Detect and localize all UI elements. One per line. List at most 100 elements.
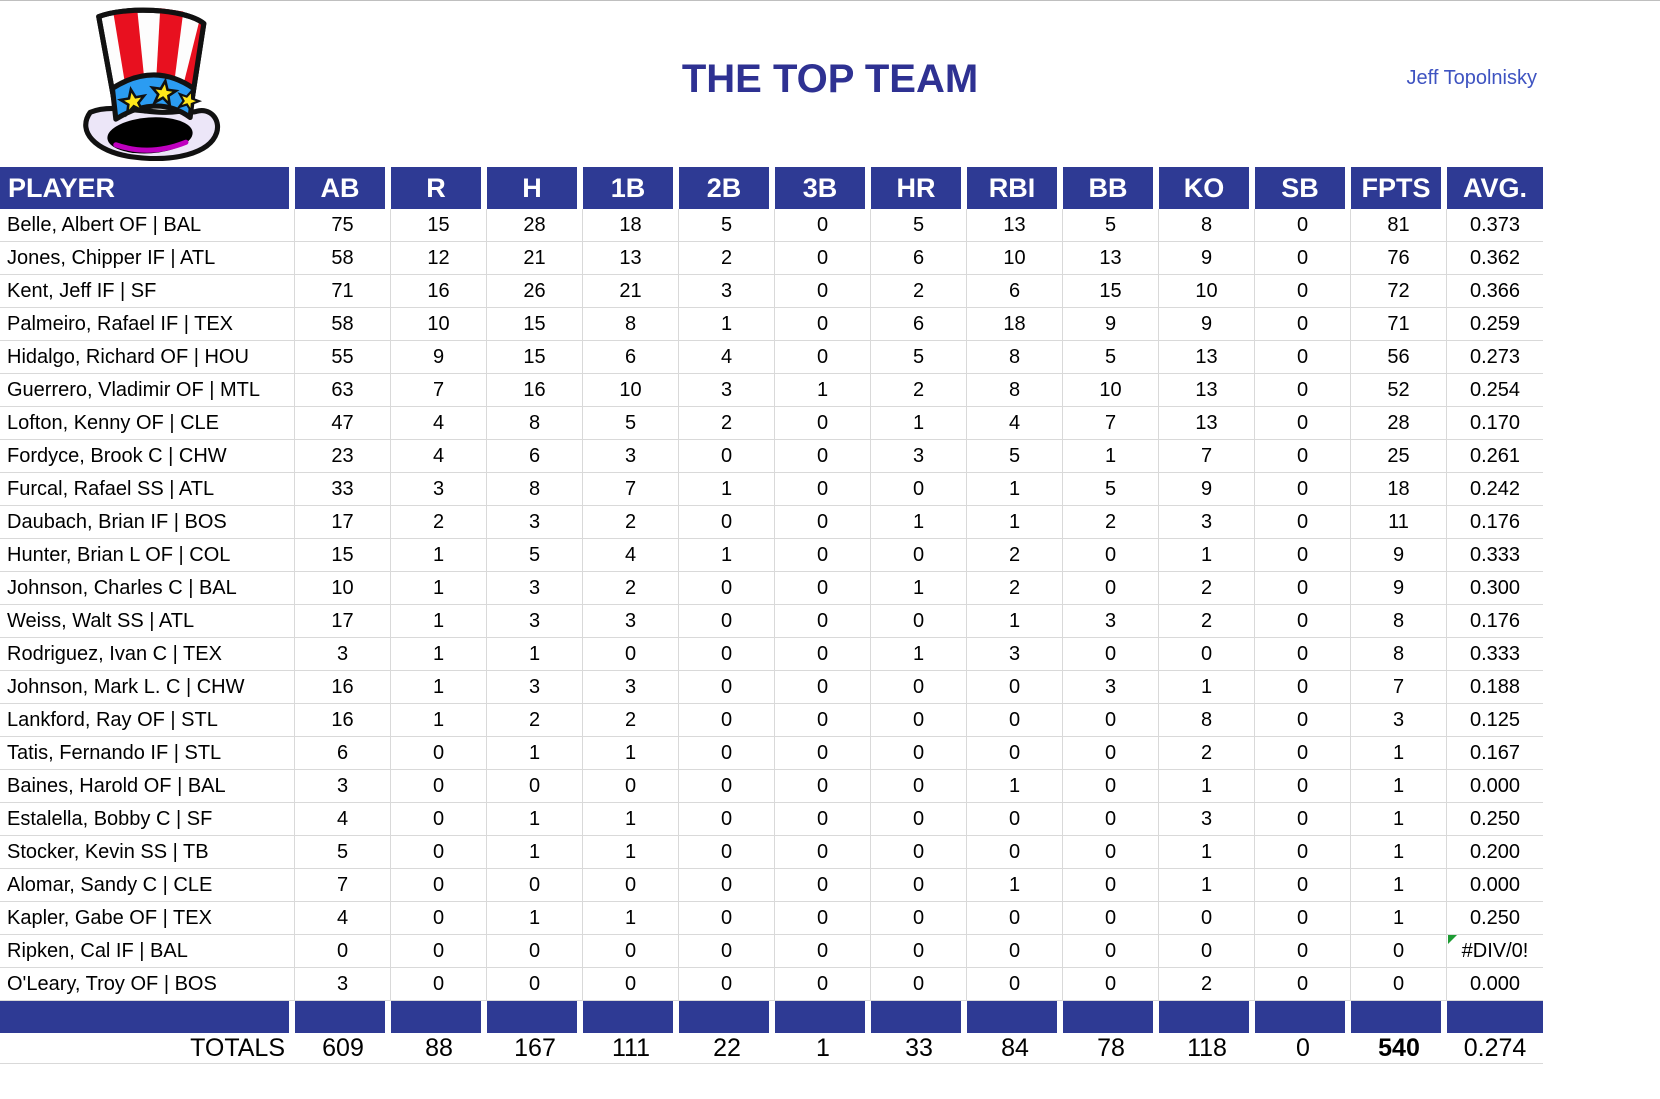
player-name-cell[interactable]: Lofton, Kenny OF | CLE <box>0 407 295 440</box>
stat-cell[interactable]: 0 <box>1255 242 1351 275</box>
column-header-fpts[interactable]: FPTS <box>1351 167 1447 209</box>
stat-cell[interactable]: #DIV/0! <box>1447 935 1543 968</box>
column-header-3b[interactable]: 3B <box>775 167 871 209</box>
stat-cell[interactable]: 8 <box>1351 638 1447 671</box>
stat-cell[interactable]: 13 <box>1159 407 1255 440</box>
stat-cell[interactable]: 0 <box>967 704 1063 737</box>
stat-cell[interactable]: 0 <box>1255 605 1351 638</box>
total-cell[interactable]: 111 <box>583 1033 679 1064</box>
stat-cell[interactable]: 0 <box>1255 539 1351 572</box>
stat-cell[interactable]: 5 <box>295 836 391 869</box>
stat-cell[interactable]: 0 <box>487 968 583 1001</box>
stat-cell[interactable]: 15 <box>295 539 391 572</box>
stat-cell[interactable]: 0.273 <box>1447 341 1543 374</box>
stat-cell[interactable]: 3 <box>1063 671 1159 704</box>
stat-cell[interactable]: 52 <box>1351 374 1447 407</box>
column-header-1b[interactable]: 1B <box>583 167 679 209</box>
total-cell[interactable]: 78 <box>1063 1033 1159 1064</box>
stat-cell[interactable]: 0.176 <box>1447 506 1543 539</box>
stat-cell[interactable]: 0 <box>967 836 1063 869</box>
stat-cell[interactable]: 0.000 <box>1447 770 1543 803</box>
column-header-avg[interactable]: AVG. <box>1447 167 1543 209</box>
stat-cell[interactable]: 0 <box>679 638 775 671</box>
stat-cell[interactable]: 12 <box>391 242 487 275</box>
total-cell[interactable]: 84 <box>967 1033 1063 1064</box>
stat-cell[interactable]: 11 <box>1351 506 1447 539</box>
stat-cell[interactable]: 2 <box>871 275 967 308</box>
stat-cell[interactable]: 1 <box>871 638 967 671</box>
player-name-cell[interactable]: Alomar, Sandy C | CLE <box>0 869 295 902</box>
stat-cell[interactable]: 0 <box>775 308 871 341</box>
stat-cell[interactable]: 13 <box>583 242 679 275</box>
player-name-cell[interactable]: Fordyce, Brook C | CHW <box>0 440 295 473</box>
stat-cell[interactable]: 9 <box>1351 572 1447 605</box>
stat-cell[interactable]: 0.259 <box>1447 308 1543 341</box>
stat-cell[interactable]: 2 <box>391 506 487 539</box>
stat-cell[interactable]: 0 <box>1255 935 1351 968</box>
stat-cell[interactable]: 3 <box>487 572 583 605</box>
stat-cell[interactable]: 0 <box>1063 968 1159 1001</box>
stat-cell[interactable]: 0.000 <box>1447 869 1543 902</box>
stat-cell[interactable]: 0 <box>1063 737 1159 770</box>
stat-cell[interactable]: 8 <box>1159 209 1255 242</box>
stat-cell[interactable]: 3 <box>583 605 679 638</box>
stat-cell[interactable]: 0 <box>871 935 967 968</box>
stat-cell[interactable]: 7 <box>1063 407 1159 440</box>
stat-cell[interactable]: 5 <box>583 407 679 440</box>
stat-cell[interactable]: 0.167 <box>1447 737 1543 770</box>
stat-cell[interactable]: 7 <box>391 374 487 407</box>
stat-cell[interactable]: 3 <box>295 638 391 671</box>
stat-cell[interactable]: 3 <box>1159 506 1255 539</box>
total-cell[interactable]: 88 <box>391 1033 487 1064</box>
stat-cell[interactable]: 21 <box>583 275 679 308</box>
total-cell[interactable]: 1 <box>775 1033 871 1064</box>
stat-cell[interactable]: 1 <box>1063 440 1159 473</box>
stat-cell[interactable]: 0 <box>775 605 871 638</box>
player-name-cell[interactable]: Lankford, Ray OF | STL <box>0 704 295 737</box>
column-header-sb[interactable]: SB <box>1255 167 1351 209</box>
stat-cell[interactable]: 0 <box>775 770 871 803</box>
stat-cell[interactable]: 10 <box>295 572 391 605</box>
stat-cell[interactable]: 1 <box>391 671 487 704</box>
stat-cell[interactable]: 8 <box>967 341 1063 374</box>
stat-cell[interactable]: 9 <box>1159 242 1255 275</box>
stat-cell[interactable]: 13 <box>967 209 1063 242</box>
stat-cell[interactable]: 0.250 <box>1447 803 1543 836</box>
stat-cell[interactable]: 0 <box>1255 275 1351 308</box>
stat-cell[interactable]: 3 <box>487 506 583 539</box>
player-name-cell[interactable]: Hunter, Brian L OF | COL <box>0 539 295 572</box>
stat-cell[interactable]: 2 <box>679 242 775 275</box>
stat-cell[interactable]: 0 <box>679 440 775 473</box>
column-header-player[interactable]: PLAYER <box>0 167 295 209</box>
stat-cell[interactable]: 10 <box>1063 374 1159 407</box>
stat-cell[interactable]: 5 <box>1063 473 1159 506</box>
stat-cell[interactable]: 13 <box>1159 341 1255 374</box>
stat-cell[interactable]: 0 <box>1255 869 1351 902</box>
stat-cell[interactable]: 5 <box>1063 209 1159 242</box>
stat-cell[interactable]: 1 <box>1351 737 1447 770</box>
totals-label[interactable]: TOTALS <box>0 1033 295 1064</box>
stat-cell[interactable]: 0 <box>391 737 487 770</box>
stat-cell[interactable]: 2 <box>583 572 679 605</box>
stat-cell[interactable]: 0 <box>679 968 775 1001</box>
stat-cell[interactable]: 81 <box>1351 209 1447 242</box>
stat-cell[interactable]: 1 <box>967 605 1063 638</box>
stat-cell[interactable]: 0 <box>967 737 1063 770</box>
stat-cell[interactable]: 0 <box>1255 704 1351 737</box>
stat-cell[interactable]: 1 <box>1159 836 1255 869</box>
stat-cell[interactable]: 0 <box>775 935 871 968</box>
stat-cell[interactable]: 0 <box>775 803 871 836</box>
stat-cell[interactable]: 0 <box>679 902 775 935</box>
stat-cell[interactable]: 0 <box>679 869 775 902</box>
stat-cell[interactable]: 3 <box>1159 803 1255 836</box>
stat-cell[interactable]: 75 <box>295 209 391 242</box>
stat-cell[interactable]: 3 <box>1063 605 1159 638</box>
total-cell[interactable]: 540 <box>1351 1033 1447 1064</box>
stat-cell[interactable]: 0 <box>1063 704 1159 737</box>
stat-cell[interactable]: 17 <box>295 506 391 539</box>
stat-cell[interactable]: 0 <box>1255 836 1351 869</box>
stat-cell[interactable]: 4 <box>679 341 775 374</box>
stat-cell[interactable]: 8 <box>967 374 1063 407</box>
stat-cell[interactable]: 0 <box>1255 638 1351 671</box>
stat-cell[interactable]: 6 <box>967 275 1063 308</box>
